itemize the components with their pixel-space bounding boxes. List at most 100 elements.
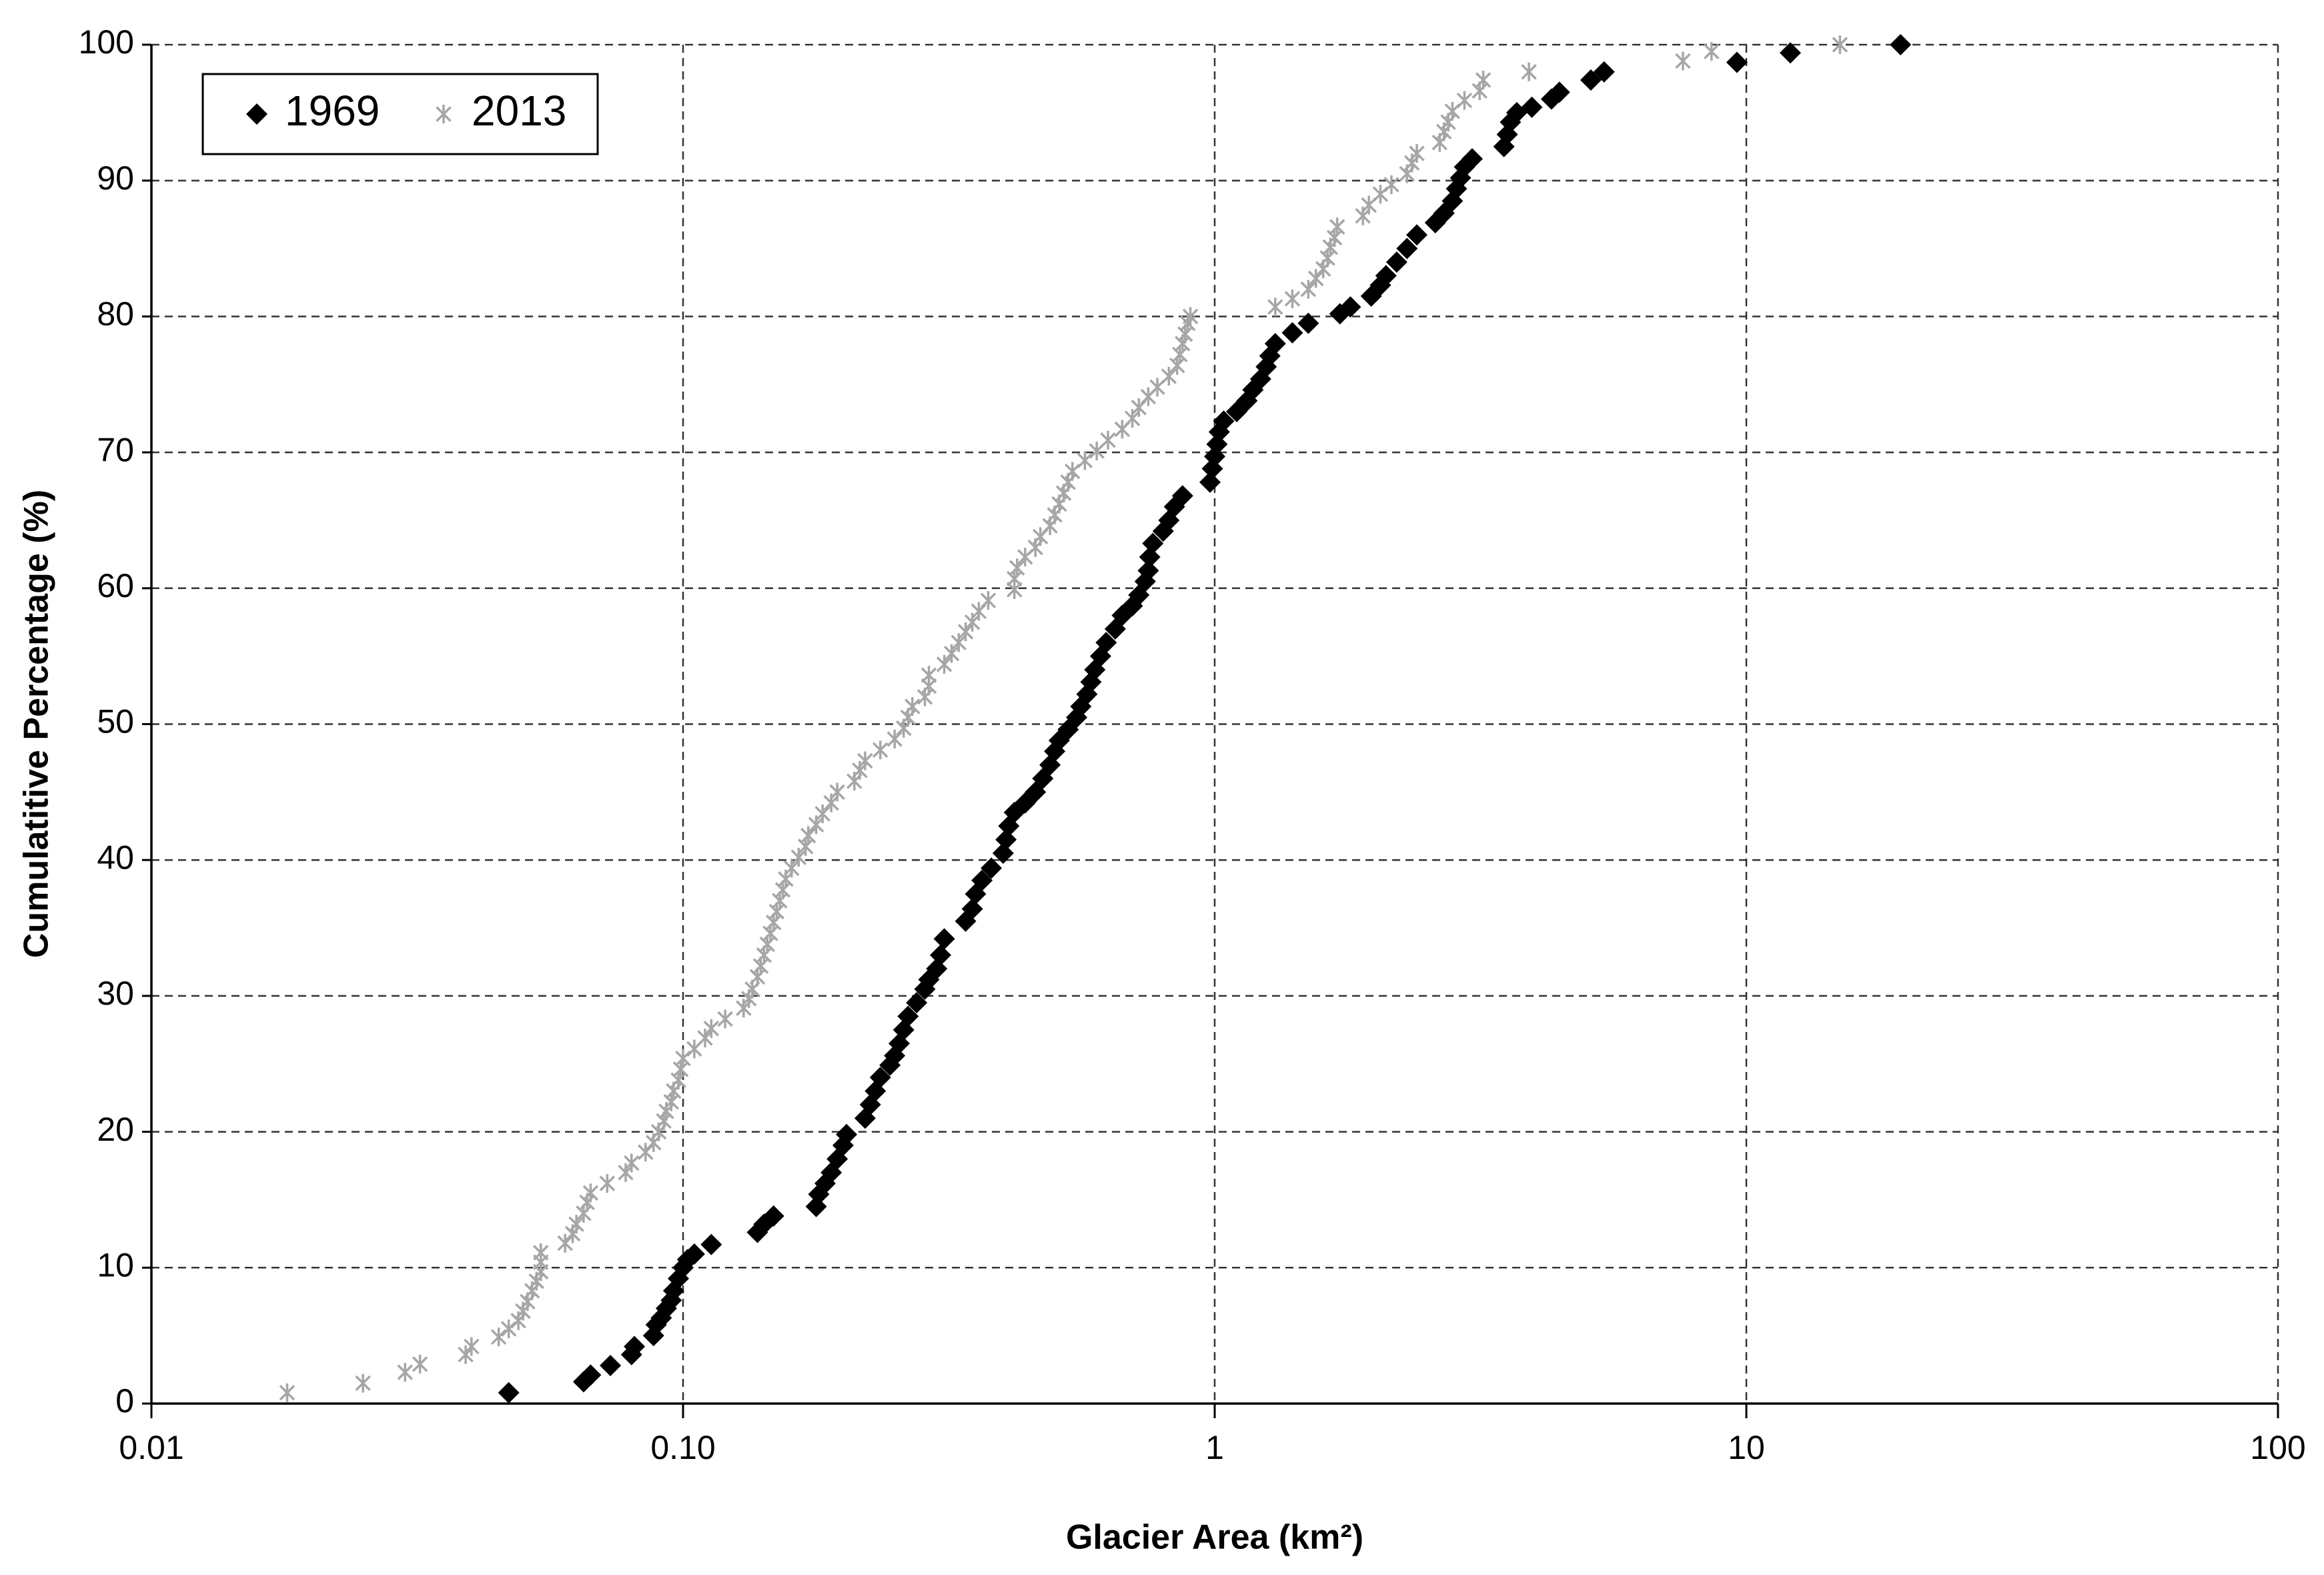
y-axis-title: Cumulatitive Percentage (%)	[17, 490, 56, 958]
point	[600, 1354, 622, 1376]
y-tick-label: 20	[97, 1111, 134, 1148]
legend-marker	[246, 103, 267, 125]
y-tick-label: 0	[115, 1382, 134, 1420]
point	[957, 622, 974, 641]
point	[762, 1205, 784, 1227]
point	[1009, 558, 1025, 578]
x-tick-label: 100	[2250, 1429, 2305, 1466]
point	[1779, 42, 1801, 64]
point	[981, 857, 1003, 879]
point	[1548, 81, 1570, 103]
point	[412, 1354, 428, 1374]
legend-label: 2013	[472, 87, 566, 135]
point	[675, 1049, 691, 1068]
point	[1297, 312, 1319, 334]
point	[790, 848, 807, 867]
point	[1675, 51, 1691, 71]
point	[897, 1005, 919, 1027]
point	[568, 1215, 584, 1234]
y-tick-label: 70	[97, 431, 134, 468]
point	[1329, 217, 1345, 236]
point	[464, 1337, 480, 1356]
point	[1593, 61, 1615, 83]
legend-label: 1969	[285, 87, 380, 135]
point	[1361, 195, 1377, 215]
point	[1064, 462, 1081, 481]
point	[869, 1067, 891, 1089]
point	[1017, 547, 1033, 566]
point	[703, 1019, 720, 1038]
point	[829, 782, 845, 802]
point	[1704, 42, 1720, 61]
point	[1137, 560, 1159, 582]
point	[1383, 175, 1399, 194]
point	[1406, 224, 1428, 246]
legend-marker	[436, 105, 452, 123]
point	[557, 1233, 573, 1253]
point	[1142, 532, 1164, 554]
point	[961, 898, 983, 920]
point	[624, 1336, 646, 1358]
point	[921, 666, 937, 685]
point	[1409, 143, 1425, 163]
y-tick-label: 80	[97, 296, 134, 333]
point	[490, 1328, 507, 1347]
point	[1171, 485, 1193, 507]
point	[1461, 148, 1483, 170]
y-tick-label: 50	[97, 703, 134, 740]
point	[1580, 69, 1602, 91]
point	[700, 1233, 722, 1255]
point	[1444, 101, 1461, 121]
point	[1300, 280, 1317, 299]
point	[951, 633, 967, 652]
point	[500, 1319, 517, 1338]
point	[1199, 471, 1221, 493]
point	[1264, 333, 1286, 355]
point	[663, 1092, 679, 1111]
point	[672, 1059, 689, 1079]
series	[498, 34, 1912, 1404]
series	[279, 35, 1848, 1402]
point	[995, 829, 1017, 851]
point	[1726, 51, 1748, 73]
y-tick-label: 100	[79, 23, 134, 61]
legend-box	[201, 73, 599, 155]
point	[1182, 307, 1199, 326]
point	[1095, 632, 1117, 654]
point	[1284, 289, 1301, 308]
point	[1307, 269, 1324, 288]
point	[836, 1123, 858, 1145]
point	[683, 1243, 705, 1265]
point	[1475, 70, 1492, 89]
point	[905, 697, 921, 716]
point	[980, 591, 997, 610]
point	[1521, 96, 1543, 118]
point	[279, 1383, 296, 1402]
point	[1521, 62, 1537, 81]
y-tick-label: 60	[97, 567, 134, 604]
point	[971, 869, 993, 891]
point	[1281, 322, 1303, 344]
x-axis-title: Glacier Area (km²)	[1066, 1518, 1363, 1557]
point	[532, 1243, 549, 1262]
point	[933, 928, 955, 950]
point	[1177, 324, 1193, 344]
point	[1213, 410, 1235, 432]
point	[697, 1029, 713, 1048]
point	[670, 1071, 686, 1090]
point	[582, 1183, 599, 1203]
point	[1267, 298, 1283, 317]
point	[906, 992, 928, 1014]
point	[857, 751, 873, 770]
point	[1832, 35, 1848, 54]
point	[580, 1364, 602, 1386]
point	[943, 644, 960, 663]
point	[1890, 34, 1912, 55]
point	[1089, 442, 1105, 461]
point	[1161, 367, 1177, 386]
point	[873, 740, 889, 760]
x-tick-label: 0.10	[650, 1429, 715, 1466]
point	[599, 1174, 616, 1193]
point	[1375, 265, 1397, 287]
